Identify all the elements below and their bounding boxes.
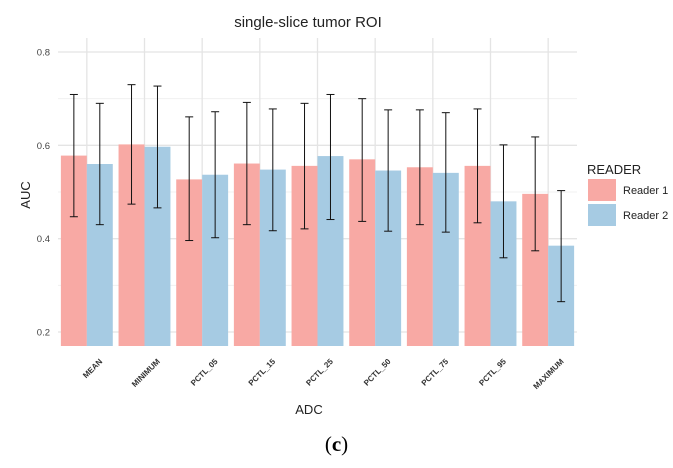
- figure-caption: (c): [0, 432, 673, 457]
- caption-letter: c: [331, 432, 342, 456]
- x-tick-label: PCTL_95: [477, 357, 508, 388]
- y-tick-label: 0.8: [37, 48, 50, 59]
- x-tick-label: PCTL_75: [420, 357, 451, 388]
- caption-close-paren: ): [341, 432, 349, 456]
- y-axis-label: AUC: [18, 181, 33, 208]
- x-tick-label: MINIMUM: [130, 357, 162, 389]
- y-tick-label: 0.6: [37, 141, 50, 152]
- legend-title: READER: [587, 162, 641, 177]
- caption-open-paren: (: [324, 432, 332, 456]
- x-axis-label: ADC: [295, 402, 322, 417]
- y-tick-label: 0.4: [37, 234, 50, 245]
- legend-label-reader-1: Reader 1: [623, 185, 668, 197]
- x-tick-label: PCTL_50: [362, 357, 393, 388]
- y-tick-label: 0.2: [37, 328, 50, 339]
- x-tick-label: PCTL_05: [189, 357, 220, 388]
- y-axis: 0.2 0.4 0.6 0.8: [37, 48, 50, 339]
- legend-label-reader-2: Reader 2: [623, 210, 668, 222]
- legend: READER Reader 1 Reader 2: [587, 162, 668, 226]
- bars: [60, 144, 575, 346]
- x-tick-label: MAXIMUM: [532, 357, 566, 391]
- error-bars: [69, 84, 566, 303]
- x-axis: MEAN MINIMUM PCTL_05 PCTL_15 PCTL_25 PCTL_50 P…: [81, 357, 566, 391]
- legend-key-reader-2: [588, 204, 616, 226]
- legend-key-reader-1: [588, 179, 616, 201]
- x-tick-label: MEAN: [81, 357, 104, 380]
- x-tick-label: PCTL_25: [304, 357, 335, 388]
- x-tick-label: PCTL_15: [247, 357, 278, 388]
- chart-title: single-slice tumor ROI: [234, 14, 382, 31]
